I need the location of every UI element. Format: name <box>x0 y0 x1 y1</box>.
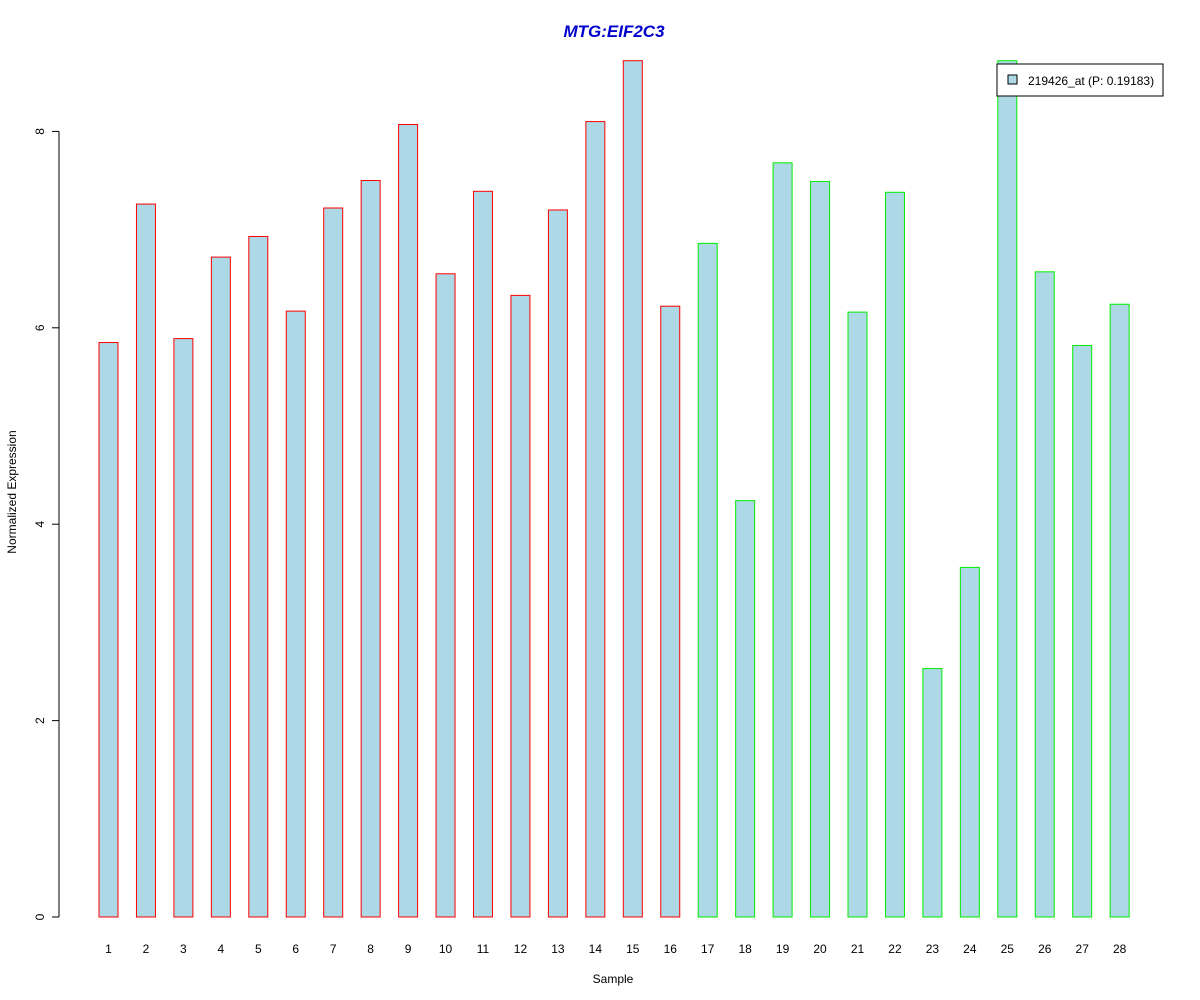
bar-sample-1 <box>98 342 119 918</box>
legend-label: 219426_at (P: 0.19183) <box>1028 74 1154 88</box>
bar-sample-20 <box>810 180 831 918</box>
x-tick-label: 1 <box>105 942 112 956</box>
bar-sample-9 <box>398 124 419 918</box>
x-tick-label: 9 <box>405 942 412 956</box>
x-tick-label: 16 <box>664 942 678 956</box>
bar-sample-23 <box>922 668 943 918</box>
x-tick-label: 5 <box>255 942 262 956</box>
bar-sample-2 <box>135 203 156 918</box>
x-tick-label: 24 <box>963 942 977 956</box>
bar-sample-27 <box>1072 344 1093 918</box>
bar-sample-11 <box>473 190 493 918</box>
y-axis: 0 2 4 6 8 <box>33 128 60 920</box>
x-tick-label: 19 <box>776 942 790 956</box>
bar-sample-15 <box>622 60 643 918</box>
y-tick-label: 8 <box>33 128 47 135</box>
x-tick-label: 21 <box>851 942 865 956</box>
bar-sample-21 <box>847 311 868 918</box>
x-tick-label: 23 <box>926 942 940 956</box>
x-tick-label: 2 <box>143 942 150 956</box>
bar-sample-13 <box>547 209 568 918</box>
legend-box <box>996 63 1164 97</box>
bar-sample-6 <box>285 310 306 918</box>
chart-title: MTG:EIF2C3 <box>563 22 665 41</box>
x-tick-label: 8 <box>367 942 374 956</box>
bar-sample-19 <box>772 162 793 918</box>
x-tick-label: 22 <box>888 942 902 956</box>
x-tick-label: 12 <box>514 942 528 956</box>
bar-sample-14 <box>585 121 606 918</box>
bars <box>98 60 1130 918</box>
x-tick-label: 27 <box>1076 942 1090 956</box>
bar-sample-18 <box>735 500 756 918</box>
x-tick-label: 15 <box>626 942 640 956</box>
bar-sample-8 <box>360 180 381 918</box>
x-tick-label: 13 <box>551 942 565 956</box>
legend: 219426_at (P: 0.19183) <box>996 63 1164 97</box>
bar-sample-7 <box>323 207 344 918</box>
y-tick-label: 0 <box>33 913 47 920</box>
bar-sample-16 <box>660 305 681 918</box>
y-axis-label: Normalized Expression <box>5 430 19 553</box>
x-tick-label: 28 <box>1113 942 1127 956</box>
bar-sample-24 <box>959 566 980 918</box>
x-tick-label: 4 <box>218 942 225 956</box>
bar-sample-10 <box>435 273 456 918</box>
legend-swatch <box>1007 74 1018 85</box>
x-tick-label: 20 <box>813 942 827 956</box>
bar-sample-12 <box>510 294 531 918</box>
x-tick-label: 10 <box>439 942 453 956</box>
y-tick-label: 2 <box>33 717 47 724</box>
bar-sample-17 <box>697 242 718 918</box>
bar-sample-22 <box>884 191 905 918</box>
bar-sample-4 <box>210 256 231 918</box>
x-axis-label: Sample <box>593 972 634 986</box>
x-tick-label: 14 <box>589 942 603 956</box>
x-tick-label: 7 <box>330 942 337 956</box>
bar-sample-5 <box>248 235 269 918</box>
x-tick-label: 6 <box>292 942 299 956</box>
x-tick-label: 11 <box>477 942 490 956</box>
x-tick-label: 18 <box>738 942 752 956</box>
x-tick-label: 26 <box>1038 942 1052 956</box>
bar-sample-3 <box>173 338 194 918</box>
bar-sample-28 <box>1109 303 1130 918</box>
y-tick-label: 4 <box>33 521 47 528</box>
x-tick-label: 3 <box>180 942 187 956</box>
x-tick-labels: 1 2 3 4 5 6 7 8 9 10 11 12 13 14 15 16 17 18 19 20 21 22 23 24 2… <box>105 942 1126 956</box>
bar-sample-25 <box>997 60 1018 918</box>
bar-sample-26 <box>1034 271 1055 918</box>
y-tick-label: 6 <box>33 324 47 331</box>
x-tick-label: 25 <box>1001 942 1015 956</box>
x-tick-label: 17 <box>701 942 715 956</box>
